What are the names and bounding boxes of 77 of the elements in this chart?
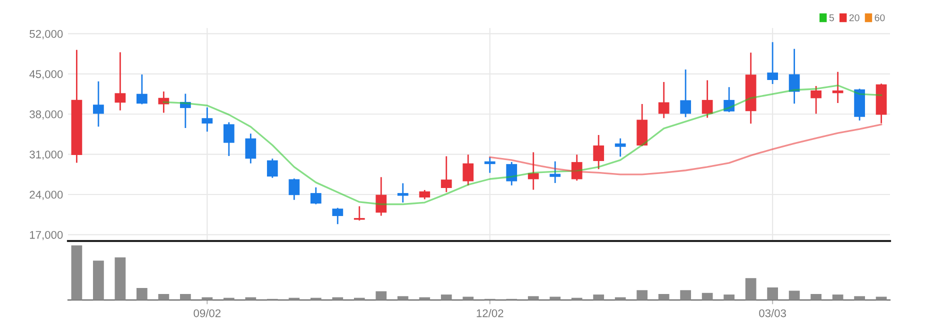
bar xyxy=(593,294,604,300)
bar xyxy=(745,278,756,300)
bar xyxy=(419,297,430,300)
bar xyxy=(376,291,387,300)
candlestick xyxy=(158,91,170,113)
candlestick xyxy=(680,70,692,118)
candlestick xyxy=(245,134,256,164)
bar xyxy=(876,296,887,300)
bar xyxy=(114,257,126,300)
candlestick xyxy=(854,89,865,121)
candlestick xyxy=(788,48,800,104)
candlestick xyxy=(636,104,648,146)
bar xyxy=(788,290,800,300)
candlestick xyxy=(288,179,300,200)
legend-label: 5 xyxy=(829,14,834,22)
bar xyxy=(332,297,344,300)
candlestick xyxy=(93,81,104,127)
candlestick xyxy=(180,94,191,128)
candlestick xyxy=(702,80,713,118)
candlestick xyxy=(397,183,408,203)
bar xyxy=(810,294,822,300)
candlestick xyxy=(614,138,626,157)
bar xyxy=(158,294,170,300)
legend-label: 20 xyxy=(849,14,860,22)
y-tick-label: 52,000 xyxy=(30,30,63,40)
bar xyxy=(702,292,713,300)
x-tick-label: 12/02 xyxy=(476,309,504,318)
bar xyxy=(724,294,735,300)
bar xyxy=(71,245,82,300)
bar xyxy=(680,290,692,300)
candlestick xyxy=(658,82,670,118)
candlestick xyxy=(114,52,126,110)
candlestick xyxy=(810,86,822,114)
candlestick xyxy=(376,177,387,216)
bar xyxy=(462,296,474,300)
candlestick xyxy=(550,161,561,183)
candlestick xyxy=(332,208,344,224)
bar xyxy=(93,260,104,300)
bar xyxy=(658,294,670,300)
candlestick xyxy=(223,122,234,156)
candlestick xyxy=(310,187,322,204)
candlestick xyxy=(462,154,474,186)
candlestick xyxy=(71,50,82,163)
candlestick xyxy=(876,84,887,124)
bar xyxy=(832,294,844,300)
candlestick xyxy=(767,42,778,84)
bar xyxy=(397,296,408,300)
bar xyxy=(854,296,865,300)
bar xyxy=(767,287,778,300)
y-tick-label: 45,000 xyxy=(29,70,63,80)
candlestick xyxy=(528,152,539,190)
y-tick-label: 24,000 xyxy=(30,190,63,200)
bar xyxy=(528,296,539,300)
candlestick xyxy=(266,158,278,177)
y-tick-label: 38,000 xyxy=(30,110,63,120)
legend-label: 60 xyxy=(874,14,885,22)
candlestick xyxy=(724,87,735,112)
bar xyxy=(440,294,452,300)
candlestick xyxy=(354,206,365,220)
candlestick xyxy=(506,162,518,186)
bar xyxy=(636,290,648,300)
candlestick xyxy=(593,135,604,170)
candlestick xyxy=(136,74,148,104)
y-tick-label: 31,000 xyxy=(30,150,63,160)
bar xyxy=(180,294,191,300)
y-tick-label: 17,000 xyxy=(30,230,63,240)
bar xyxy=(550,296,561,300)
bar xyxy=(202,297,213,300)
candlestick xyxy=(419,191,430,200)
bar xyxy=(245,297,256,300)
x-tick-label: 03/03 xyxy=(759,309,786,318)
bar xyxy=(136,288,148,300)
candlestick xyxy=(202,107,213,132)
bar xyxy=(614,297,626,300)
candlestick xyxy=(440,156,452,192)
candlestick xyxy=(745,52,756,124)
x-tick-label: 09/02 xyxy=(194,309,221,318)
